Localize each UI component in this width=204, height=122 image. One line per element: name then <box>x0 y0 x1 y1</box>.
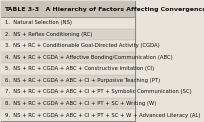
FancyBboxPatch shape <box>1 29 135 40</box>
FancyBboxPatch shape <box>1 63 135 75</box>
FancyBboxPatch shape <box>1 75 135 86</box>
Text: 4.  NS + RC + CGDA + Affective Bonding/Communication (ABC): 4. NS + RC + CGDA + Affective Bonding/Co… <box>5 55 173 60</box>
Text: 7.  NS + RC + CGDA + ABC + CI + PT + Symbolic Communication (SC): 7. NS + RC + CGDA + ABC + CI + PT + Symb… <box>5 89 192 94</box>
Text: TABLE 3-3   A Hierarchy of Factors Affecting Convergence Rate: TABLE 3-3 A Hierarchy of Factors Affecti… <box>4 7 204 12</box>
FancyBboxPatch shape <box>1 17 135 29</box>
FancyBboxPatch shape <box>1 1 135 17</box>
Text: 1.  Natural Selection (NS): 1. Natural Selection (NS) <box>5 20 72 25</box>
Text: 8.  NS + RC + CGDA + ABC + CI + PT + SC + Writing (W): 8. NS + RC + CGDA + ABC + CI + PT + SC +… <box>5 101 156 106</box>
FancyBboxPatch shape <box>1 86 135 98</box>
FancyBboxPatch shape <box>1 109 135 121</box>
FancyBboxPatch shape <box>1 40 135 52</box>
Text: 9.  NS + RC + CGDA + ABC + CI + PT + SC + W + Advanced Literacy (AL): 9. NS + RC + CGDA + ABC + CI + PT + SC +… <box>5 112 200 117</box>
FancyBboxPatch shape <box>1 52 135 63</box>
Text: 3.  NS + RC + Conditionable Goal-Directed Activity (CGDA): 3. NS + RC + Conditionable Goal-Directed… <box>5 43 160 48</box>
Text: 5.  NS + RC + CGDA + ABC + Constructive Imitation (CI): 5. NS + RC + CGDA + ABC + Constructive I… <box>5 66 154 71</box>
FancyBboxPatch shape <box>1 98 135 109</box>
Text: 6.  NS + RC + CGDA + ABC + CI + Purposive Teaching (PT): 6. NS + RC + CGDA + ABC + CI + Purposive… <box>5 78 160 83</box>
FancyBboxPatch shape <box>1 1 135 121</box>
Text: 2.  NS + Reflex Conditioning (RC): 2. NS + Reflex Conditioning (RC) <box>5 32 92 37</box>
